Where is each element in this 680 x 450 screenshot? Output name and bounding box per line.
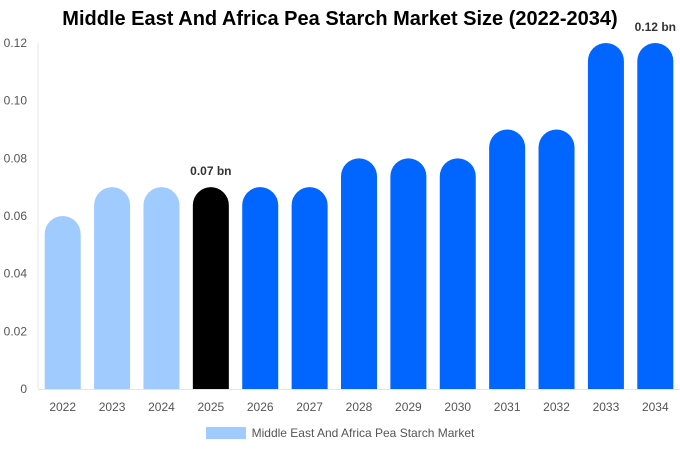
y-tick-label: 0.02 bbox=[4, 324, 28, 338]
legend[interactable]: Middle East And Africa Pea Starch Market bbox=[0, 426, 680, 440]
x-tick-label: 2030 bbox=[444, 400, 471, 414]
bar-2022 bbox=[44, 216, 81, 389]
x-tick-label: 2029 bbox=[395, 400, 422, 414]
x-tick-label: 2024 bbox=[148, 400, 175, 414]
y-tick-label: 0.06 bbox=[4, 209, 28, 223]
y-tick-label: 0.08 bbox=[4, 151, 28, 165]
bar-2030 bbox=[439, 158, 476, 389]
bar-2027 bbox=[291, 187, 328, 389]
chart-title: Middle East And Africa Pea Starch Market… bbox=[62, 8, 618, 30]
x-tick-label: 2031 bbox=[494, 400, 521, 414]
y-tick-label: 0.10 bbox=[4, 94, 28, 108]
bar-2031 bbox=[489, 129, 526, 389]
y-tick-label: 0.12 bbox=[4, 36, 28, 50]
x-tick-label: 2033 bbox=[593, 400, 620, 414]
bar-2028 bbox=[341, 158, 377, 389]
bar-2032 bbox=[538, 129, 575, 389]
data-label: 0.07 bn bbox=[190, 164, 231, 178]
x-tick-label: 2027 bbox=[296, 400, 323, 414]
x-tick-label: 2028 bbox=[346, 400, 373, 414]
x-tick-label: 2023 bbox=[99, 400, 126, 414]
x-tick-label: 2032 bbox=[543, 400, 570, 414]
legend-swatch bbox=[205, 427, 246, 439]
x-tick-label: 2025 bbox=[197, 400, 224, 414]
bar-2024 bbox=[143, 187, 180, 389]
bar-2034 bbox=[637, 43, 674, 389]
legend-label: Middle East And Africa Pea Starch Market bbox=[251, 426, 475, 440]
x-tick-label: 2026 bbox=[247, 400, 274, 414]
x-tick-label: 2022 bbox=[49, 400, 76, 414]
bar-2023 bbox=[94, 187, 131, 389]
bar-2025 bbox=[192, 187, 229, 389]
bar-2033 bbox=[587, 43, 624, 389]
x-tick-label: 2034 bbox=[642, 400, 669, 414]
y-tick-label: 0.04 bbox=[4, 267, 28, 281]
y-tick-label: 0 bbox=[20, 382, 27, 396]
bar-2026 bbox=[242, 187, 279, 389]
data-label: 0.12 bn bbox=[635, 20, 676, 34]
bar-2029 bbox=[390, 158, 427, 389]
